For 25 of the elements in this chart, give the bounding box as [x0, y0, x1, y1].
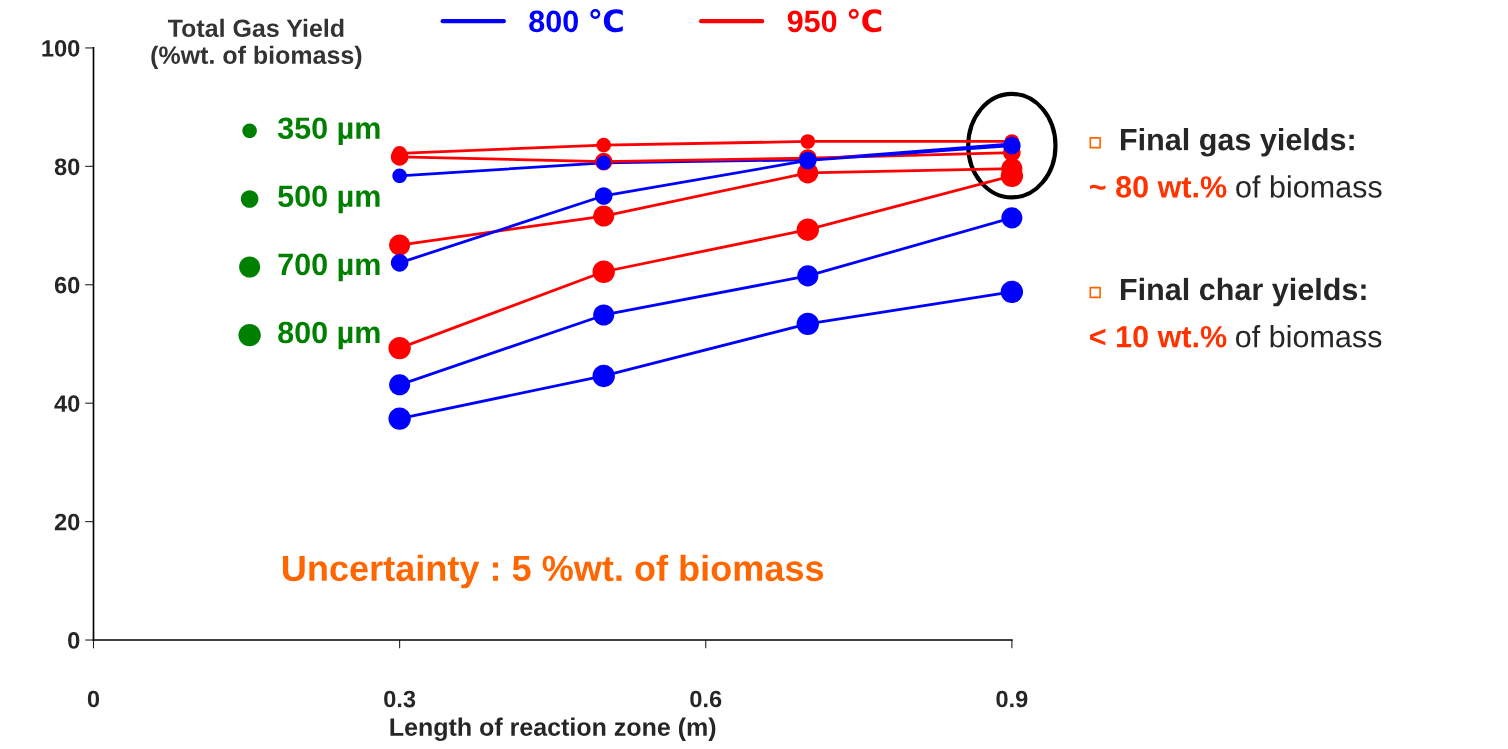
text: of biomass: [1235, 325, 1382, 348]
annotation: 350 µm: [277, 117, 380, 146]
x-tick-label: 0.9: [996, 690, 1028, 708]
y-axis-title: Total Gas Yield (%wt. of biomass): [151, 18, 362, 69]
y-tick-label: 40: [54, 395, 80, 412]
x-tick-label: 0.6: [690, 690, 722, 708]
x-tick-label: 0: [87, 690, 100, 708]
legend-label: 950 ℃: [787, 8, 882, 33]
annotation: 500 µm: [278, 185, 380, 214]
text: < 10 wt.%: [1090, 325, 1227, 348]
annotation: Uncertainty : 5 %wt. of biomass: [282, 554, 824, 589]
text: ~ 80 wt.%: [1089, 176, 1227, 198]
annotation: 700 µm: [278, 253, 380, 282]
annotation: 800 µm: [278, 321, 380, 350]
y-tick-label: 60: [54, 276, 80, 294]
y-tick-label: 0: [68, 632, 80, 649]
text: of biomass: [1236, 175, 1382, 198]
text: Final gas yields:: [1120, 128, 1354, 157]
y-tick-label: 100: [42, 40, 80, 57]
x-tick-label: 0.3: [384, 690, 416, 708]
x-axis-title: Length of reaction zone (m): [390, 717, 716, 741]
y-tick-label: 20: [54, 513, 80, 531]
text: Final char yields:: [1120, 277, 1366, 307]
y-tick-label: 80: [54, 158, 80, 176]
legend-label: 800 ℃: [529, 8, 623, 33]
